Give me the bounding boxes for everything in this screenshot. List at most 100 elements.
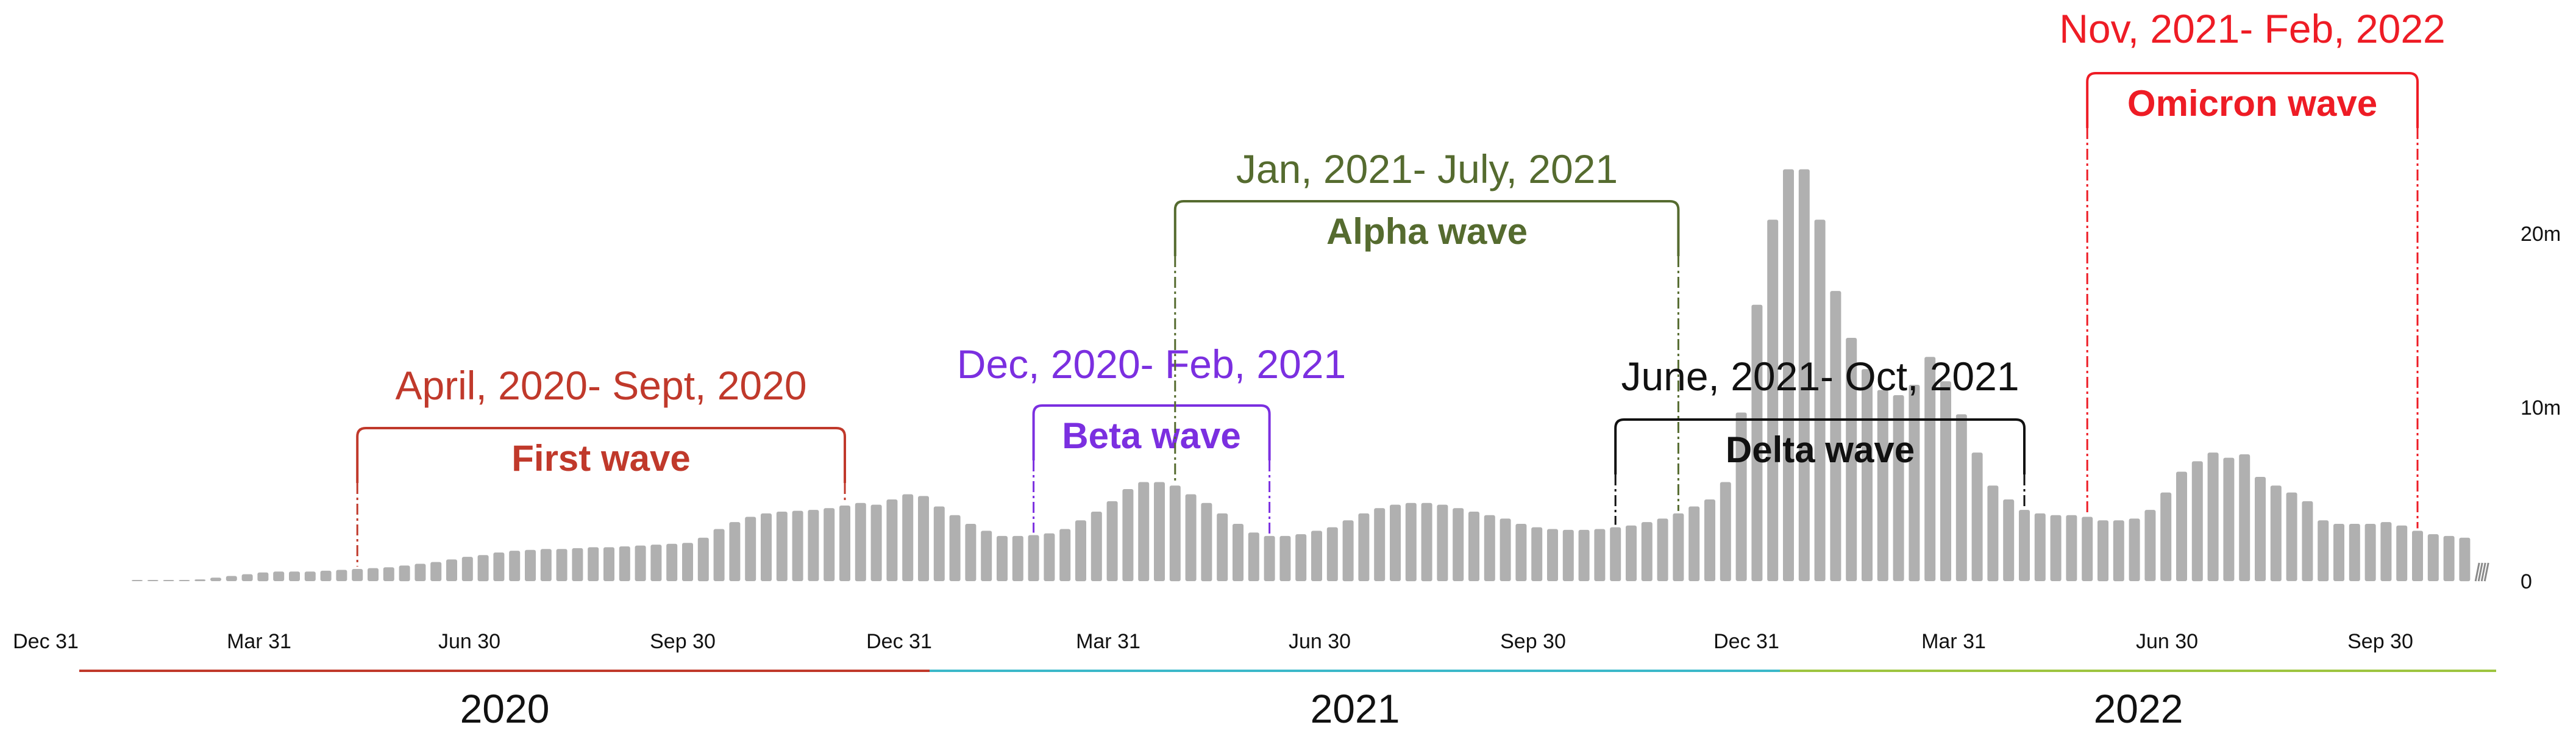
wave-range-label: June, 2021- Oct, 2021 [1621,354,2019,399]
wave-range-label: April, 2020- Sept, 2020 [395,363,806,408]
bar [1720,482,1731,581]
bar [210,577,221,581]
bar [368,568,379,581]
bar [1405,502,1417,582]
year-label: 2022 [2094,686,2183,730]
bar [352,569,363,581]
bar [1735,412,1747,581]
bar [493,552,505,581]
bar [2019,510,2030,581]
bar [446,559,457,581]
x-tick-label: Sep 30 [2347,630,2413,653]
bar [179,580,190,581]
bar [1798,169,1810,582]
bar [981,531,992,581]
bar [1248,532,1259,581]
bar [713,529,725,581]
bar [918,496,929,582]
bar [1217,513,1228,581]
bar [2144,510,2156,581]
bar [2066,515,2077,581]
x-tick-label: Dec 31 [13,630,79,653]
wave-annotation: Omicron wave Nov, 2021- Feb, 2022 [2059,6,2446,529]
wave-range-label: Jan, 2021- July, 2021 [1236,146,1618,191]
bar [1626,525,1637,581]
bar [1106,501,1118,581]
bar [1169,485,1181,582]
bar [194,579,206,581]
x-tick-label: Mar 31 [1921,630,1986,653]
bar [1500,518,1511,581]
bar [2302,501,2313,581]
bar [1641,522,1653,581]
bar [1924,357,1936,581]
bar [1484,515,1495,581]
bar [1909,385,1920,582]
bar [729,522,741,581]
bar [556,549,568,581]
bar [1453,508,1464,581]
x-tick-label: Jun 30 [438,630,500,653]
bar [1562,529,1574,581]
bar [997,535,1008,581]
bar [1421,502,1432,582]
bar [1044,533,1055,581]
bar [965,524,977,581]
bar [2380,522,2392,581]
bar [415,563,426,581]
y-tick-label: 0 [2521,570,2532,593]
year-label: 2020 [460,686,550,730]
wave-name-label: Beta wave [1062,415,1241,456]
wave-name-label: Omicron wave [2127,83,2377,124]
bar [2333,524,2344,581]
bar [1342,520,1354,582]
bar [808,510,819,581]
bar [2034,513,2046,581]
bar [430,562,442,581]
bar [477,555,489,582]
bar [745,517,756,581]
hatch-marker [2474,562,2489,582]
wave-bracket [356,427,846,483]
bar [257,572,269,582]
bar [1547,529,1558,581]
bar [855,502,866,582]
bar [1468,512,1479,581]
bar [226,576,237,581]
bar [1075,520,1086,582]
bar [2191,461,2203,582]
bar [1610,527,1621,581]
bar [1783,169,1794,582]
bar [2176,471,2187,581]
bar [886,499,898,581]
wave-annotation: First wave April, 2020- Sept, 2020 [356,363,846,567]
bar [2097,520,2108,582]
bar [2255,477,2266,581]
bar [1657,518,1668,581]
bar [572,548,583,581]
bar [761,513,772,581]
wave-bracket [2086,72,2419,128]
wave-annotation: Alpha wave Jan, 2021- July, 2021 [1173,146,1680,511]
bar [2412,531,2423,581]
year-label: 2021 [1311,686,1400,730]
bar [839,506,850,581]
bar [2239,454,2250,581]
bar [525,549,536,581]
bar [289,571,300,581]
wave-name-label: Alpha wave [1326,211,1528,252]
bar [509,551,521,581]
bar [1673,513,1684,581]
wave-range-label: Dec, 2020- Feb, 2021 [957,341,1346,387]
bar [1059,529,1071,581]
x-tick-label: Jun 30 [1289,630,1351,653]
wave-bracket [1032,404,1271,460]
annotations-group: First wave April, 2020- Sept, 2020 Beta wa… [356,6,2446,567]
bar [1374,508,1386,581]
bar [320,570,332,581]
bar [1704,499,1715,581]
bar [635,545,646,581]
bar [1326,527,1338,581]
bar [1814,220,1826,581]
